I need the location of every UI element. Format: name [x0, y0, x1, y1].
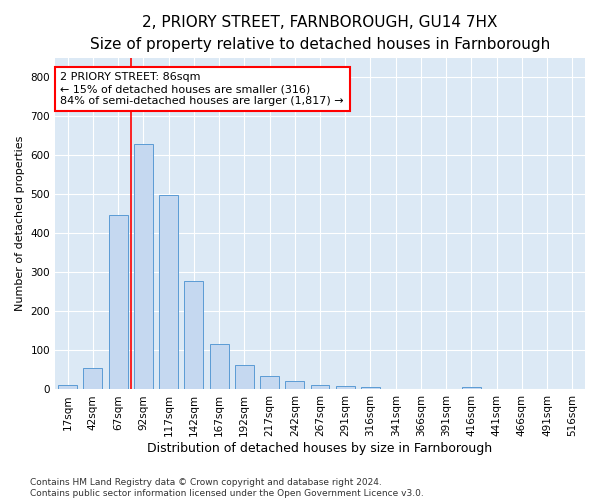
Bar [184, 281, 203, 390]
Bar [134, 144, 153, 390]
Bar [159, 195, 178, 390]
X-axis label: Distribution of detached houses by size in Farnborough: Distribution of detached houses by size … [148, 442, 493, 455]
Bar [83, 368, 103, 390]
Y-axis label: Number of detached properties: Number of detached properties [15, 136, 25, 311]
Bar [109, 214, 128, 390]
Bar [209, 344, 229, 390]
Text: Contains HM Land Registry data © Crown copyright and database right 2024.
Contai: Contains HM Land Registry data © Crown c… [30, 478, 424, 498]
Title: 2, PRIORY STREET, FARNBOROUGH, GU14 7HX
Size of property relative to detached ho: 2, PRIORY STREET, FARNBOROUGH, GU14 7HX … [90, 15, 550, 52]
Bar [462, 386, 481, 390]
Bar [361, 386, 380, 390]
Bar [286, 381, 304, 390]
Bar [336, 386, 355, 390]
Bar [235, 365, 254, 390]
Bar [58, 385, 77, 390]
Bar [260, 376, 279, 390]
Text: 2 PRIORY STREET: 86sqm
← 15% of detached houses are smaller (316)
84% of semi-de: 2 PRIORY STREET: 86sqm ← 15% of detached… [61, 72, 344, 106]
Bar [311, 385, 329, 390]
